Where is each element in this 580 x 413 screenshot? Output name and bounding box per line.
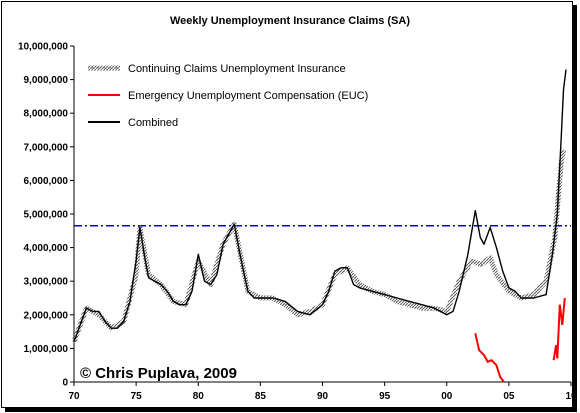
series-continuing-claims-unemployment-insurance-point xyxy=(98,314,100,316)
legend-label-continuing-claims-unemployment-insurance: Continuing Claims Unemployment Insurance xyxy=(128,63,346,75)
series-continuing-claims-unemployment-insurance-point xyxy=(545,280,547,282)
y-tick-label: 4,000,000 xyxy=(24,243,69,254)
x-tick-label: 85 xyxy=(255,391,267,402)
y-tick-label: 5,000,000 xyxy=(24,210,69,221)
series-continuing-claims-unemployment-insurance-point xyxy=(309,310,311,313)
y-tick-label: 6,000,000 xyxy=(24,176,69,187)
series-continuing-claims-unemployment-insurance-point xyxy=(135,273,137,276)
series-continuing-claims-unemployment-insurance-point xyxy=(197,260,199,262)
series-continuing-claims-unemployment-insurance-point xyxy=(297,314,299,316)
series-continuing-claims-unemployment-insurance-point xyxy=(284,304,286,306)
series-continuing-claims-unemployment-insurance-point xyxy=(471,260,473,262)
y-tick-label: 8,000,000 xyxy=(24,109,69,120)
series-continuing-claims-unemployment-insurance-point xyxy=(396,300,398,302)
y-tick-label: 7,000,000 xyxy=(24,142,69,153)
copyright-text: © Chris Puplava, 2009 xyxy=(80,365,237,382)
series-continuing-claims-unemployment-insurance-point xyxy=(533,294,535,296)
x-tick-label: 70 xyxy=(68,391,80,402)
x-tick-label: 05 xyxy=(503,391,515,402)
series-continuing-claims-unemployment-insurance-point xyxy=(421,307,423,309)
x-tick-label: 90 xyxy=(317,391,329,402)
series-continuing-claims-unemployment-insurance-point xyxy=(489,257,491,259)
series-emergency-unemployment-compensation-euc-segment xyxy=(552,297,566,361)
series-continuing-claims-unemployment-insurance-point xyxy=(446,310,448,313)
x-tick-label: 75 xyxy=(131,391,143,402)
series-continuing-claims-unemployment-insurance-point xyxy=(480,263,483,265)
y-tick-label: 1,000,000 xyxy=(24,344,69,355)
series-continuing-claims-unemployment-insurance-point xyxy=(408,304,411,306)
legend-label-combined: Combined xyxy=(128,117,178,129)
series-continuing-claims-unemployment-insurance xyxy=(71,149,566,343)
x-tick-label: 95 xyxy=(379,391,391,402)
y-tick-label: 0 xyxy=(62,378,68,389)
x-tick-label: 10 xyxy=(565,391,577,402)
series-emergency-unemployment-compensation-euc-segment xyxy=(474,333,505,383)
series-continuing-claims-unemployment-insurance-point xyxy=(458,280,460,282)
series-continuing-claims-unemployment-insurance-point xyxy=(562,149,565,151)
y-tick-label: 2,000,000 xyxy=(24,310,69,321)
chart-title: Weekly Unemployment Insurance Claims (SA… xyxy=(170,15,410,27)
series-continuing-claims-unemployment-insurance-point xyxy=(495,273,498,276)
series-continuing-claims-unemployment-insurance-point xyxy=(359,283,361,286)
series-combined xyxy=(73,69,567,342)
series-continuing-claims-unemployment-insurance-point xyxy=(560,163,562,165)
legend: Continuing Claims Unemployment Insurance… xyxy=(88,63,368,129)
y-tick-label: 10,000,000 xyxy=(18,42,68,53)
x-tick-label: 00 xyxy=(441,391,453,402)
series-continuing-claims-unemployment-insurance-point xyxy=(508,290,510,292)
y-tick-label: 9,000,000 xyxy=(24,75,69,86)
x-tick-label: 80 xyxy=(193,391,205,402)
legend-label-emergency-unemployment-compensation-euc: Emergency Unemployment Compensation (EUC… xyxy=(128,90,368,102)
plot-area: 0 1,000,000 2,000,000 3,000,000 4,000,000 5,0… xyxy=(18,42,577,403)
y-tick-label: 3,000,000 xyxy=(24,277,69,288)
